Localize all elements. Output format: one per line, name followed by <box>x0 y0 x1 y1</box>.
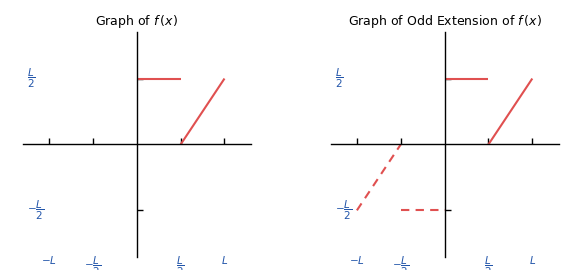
Text: $\dfrac{L}{2}$: $\dfrac{L}{2}$ <box>27 67 36 90</box>
Text: $-L$: $-L$ <box>349 254 365 266</box>
Text: $\dfrac{L}{2}$: $\dfrac{L}{2}$ <box>335 67 344 90</box>
Text: $-\dfrac{L}{2}$: $-\dfrac{L}{2}$ <box>335 199 352 222</box>
Title: Graph of Odd Extension of $f\,(x)$: Graph of Odd Extension of $f\,(x)$ <box>348 14 542 31</box>
Text: $-\dfrac{L}{2}$: $-\dfrac{L}{2}$ <box>392 254 409 270</box>
Title: Graph of $f\,(x)$: Graph of $f\,(x)$ <box>95 14 178 31</box>
Text: $-\dfrac{L}{2}$: $-\dfrac{L}{2}$ <box>27 199 44 222</box>
Text: $\dfrac{L}{2}$: $\dfrac{L}{2}$ <box>484 254 492 270</box>
Text: $-\dfrac{L}{2}$: $-\dfrac{L}{2}$ <box>84 254 101 270</box>
Text: $L$: $L$ <box>529 254 536 266</box>
Text: $\dfrac{L}{2}$: $\dfrac{L}{2}$ <box>176 254 185 270</box>
Text: $L$: $L$ <box>221 254 228 266</box>
Text: $-L$: $-L$ <box>41 254 57 266</box>
